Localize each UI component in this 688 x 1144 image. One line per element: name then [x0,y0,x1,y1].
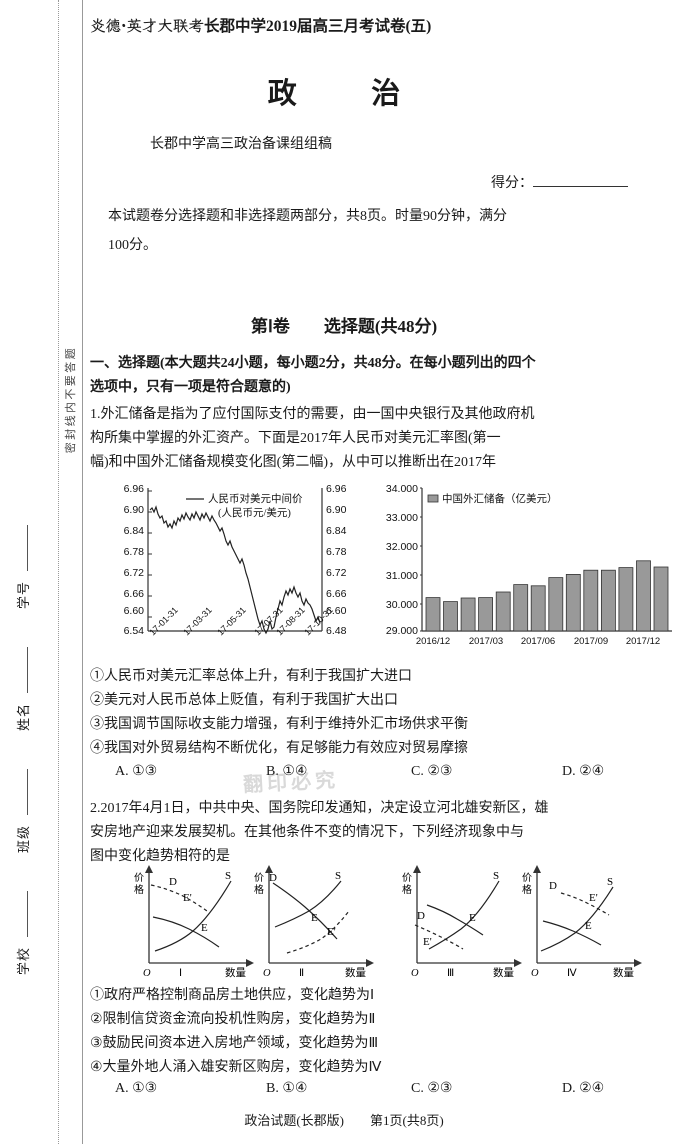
svg-text:(人民币元/美元): (人民币元/美元) [218,506,291,519]
svg-text:6.84: 6.84 [124,525,145,537]
svg-text:6.72: 6.72 [326,567,347,579]
svg-text:17-01-31: 17-01-31 [147,605,180,638]
svg-text:格: 格 [522,883,532,896]
svg-text:E: E [201,922,208,934]
svg-text:6.66: 6.66 [326,588,347,600]
svg-text:D: D [169,876,177,888]
svg-text:33.000: 33.000 [386,512,418,524]
svg-text:6.78: 6.78 [124,546,145,558]
svg-text:17-05-31: 17-05-31 [215,605,248,638]
svg-text:格: 格 [134,883,144,896]
svg-text:6.90: 6.90 [326,504,347,516]
svg-text:E': E' [183,892,192,904]
svg-text:2016/12: 2016/12 [416,636,450,647]
svg-text:价: 价 [522,872,532,884]
svg-text:中国外汇储备（亿美元）: 中国外汇储备（亿美元） [442,492,558,505]
svg-text:数量: 数量 [613,966,634,979]
svg-text:O: O [143,968,151,979]
svg-text:S: S [335,870,341,882]
svg-text:人民币对美元中间价: 人民币对美元中间价 [208,492,303,505]
svg-text:E: E [585,920,592,932]
svg-text:E': E' [423,936,432,948]
svg-text:6.72: 6.72 [124,567,145,579]
svg-text:31.000: 31.000 [386,570,418,582]
svg-text:Ⅱ: Ⅱ [299,968,304,979]
svg-text:E': E' [589,892,598,904]
svg-text:Ⅰ: Ⅰ [179,968,182,979]
svg-text:2017/09: 2017/09 [574,636,608,647]
svg-text:2017/06: 2017/06 [521,636,555,647]
svg-text:Ⅳ: Ⅳ [567,968,578,979]
svg-text:6.78: 6.78 [326,546,347,558]
svg-text:D: D [269,872,277,884]
svg-text:S: S [225,870,231,882]
svg-text:6.60: 6.60 [124,605,145,617]
svg-text:2017/12: 2017/12 [626,636,660,647]
svg-text:格: 格 [254,883,264,896]
svg-text:E: E [311,912,318,924]
svg-text:价: 价 [254,872,264,884]
svg-text:2017/03: 2017/03 [469,636,503,647]
svg-text:6.66: 6.66 [124,588,145,600]
svg-text:6.90: 6.90 [124,504,145,516]
svg-text:6.96: 6.96 [326,483,347,495]
svg-text:6.48: 6.48 [326,625,347,637]
svg-text:32.000: 32.000 [386,541,418,553]
svg-text:D: D [549,880,557,892]
svg-text:E: E [469,912,476,924]
svg-text:30.000: 30.000 [386,599,418,611]
svg-text:数量: 数量 [345,966,366,979]
svg-text:34.000: 34.000 [386,483,418,495]
svg-text:17-03-31: 17-03-31 [181,605,214,638]
svg-text:S: S [493,870,499,882]
svg-text:6.54: 6.54 [124,625,145,637]
svg-text:Ⅲ: Ⅲ [447,968,454,979]
svg-text:O: O [531,968,539,979]
svg-text:E': E' [327,926,336,938]
svg-text:格: 格 [402,883,412,896]
svg-text:O: O [263,968,271,979]
svg-text:价: 价 [134,872,144,884]
svg-text:价: 价 [402,872,412,884]
svg-text:6.96: 6.96 [124,483,145,495]
svg-text:6.84: 6.84 [326,525,347,537]
svg-text:O: O [411,968,419,979]
svg-text:D: D [417,910,425,922]
svg-text:S: S [607,876,613,888]
svg-text:29.000: 29.000 [386,625,418,637]
